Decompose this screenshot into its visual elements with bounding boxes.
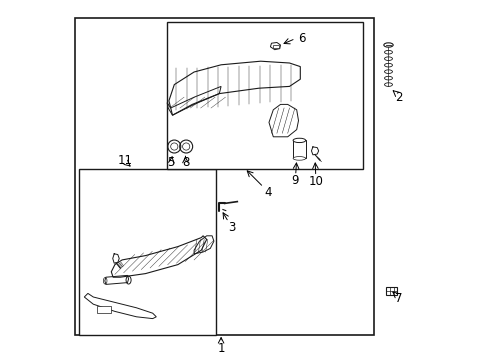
Ellipse shape (292, 157, 305, 160)
Bar (97, 306, 111, 313)
Text: 6: 6 (297, 32, 305, 45)
Text: 9: 9 (290, 174, 298, 187)
Ellipse shape (292, 138, 305, 143)
Text: 7: 7 (394, 292, 402, 305)
Bar (167, 22, 363, 169)
Text: 11: 11 (117, 154, 132, 167)
Text: 2: 2 (394, 91, 402, 104)
Bar (272, 45, 279, 48)
Text: 3: 3 (228, 221, 235, 234)
Text: 4: 4 (264, 186, 271, 199)
Text: 8: 8 (182, 156, 189, 169)
Bar (385, 287, 397, 295)
Polygon shape (311, 147, 318, 155)
Text: 1: 1 (217, 342, 224, 355)
Bar (79, 169, 215, 335)
Ellipse shape (383, 43, 392, 47)
Polygon shape (113, 254, 119, 263)
Text: 10: 10 (308, 175, 323, 188)
Bar (75, 18, 373, 335)
Text: 5: 5 (166, 156, 174, 169)
